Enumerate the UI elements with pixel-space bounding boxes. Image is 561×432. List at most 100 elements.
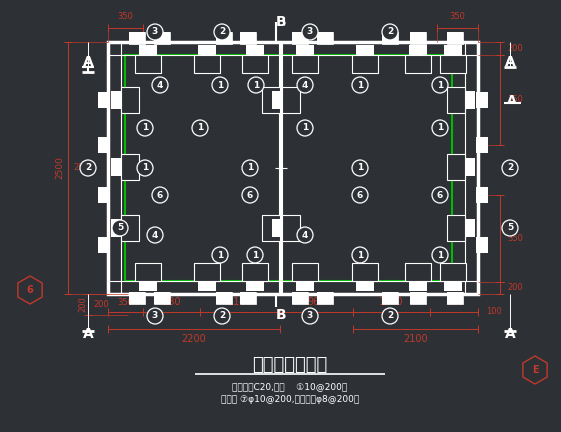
Text: A: A <box>82 55 93 69</box>
Circle shape <box>382 24 398 40</box>
Text: 4: 4 <box>157 80 163 89</box>
Circle shape <box>352 160 368 176</box>
Bar <box>262 215 280 241</box>
Text: 200: 200 <box>79 297 88 312</box>
Bar <box>129 32 145 44</box>
Text: A: A <box>505 327 516 341</box>
Bar <box>317 292 333 304</box>
Text: 1: 1 <box>357 80 363 89</box>
Bar <box>111 91 121 109</box>
Text: 580: 580 <box>445 297 463 307</box>
Bar <box>292 292 308 304</box>
Text: 6: 6 <box>26 285 33 295</box>
Bar <box>409 281 427 291</box>
Text: 5: 5 <box>117 223 123 232</box>
Text: 2: 2 <box>219 28 225 36</box>
Circle shape <box>152 77 168 93</box>
Text: 1: 1 <box>437 251 443 260</box>
Circle shape <box>297 227 313 243</box>
Bar <box>292 263 318 281</box>
Text: 梯井基础平面图: 梯井基础平面图 <box>252 356 328 374</box>
Text: 2100: 2100 <box>403 334 428 344</box>
Bar <box>139 45 157 55</box>
Text: 350: 350 <box>449 12 466 21</box>
Bar <box>292 55 318 73</box>
Bar <box>405 55 431 73</box>
Bar <box>98 137 110 153</box>
Bar <box>129 292 145 304</box>
Bar <box>447 87 465 113</box>
Bar <box>272 219 282 237</box>
Bar <box>409 45 427 55</box>
Bar <box>111 219 121 237</box>
Circle shape <box>212 77 228 93</box>
Bar <box>465 158 475 176</box>
Bar <box>465 91 475 109</box>
Text: 350: 350 <box>507 95 523 105</box>
Circle shape <box>137 120 153 136</box>
Circle shape <box>302 308 318 324</box>
Bar <box>296 281 314 291</box>
Bar <box>216 292 232 304</box>
Text: 4: 4 <box>152 231 158 239</box>
Circle shape <box>352 77 368 93</box>
Bar <box>447 154 465 180</box>
Circle shape <box>147 24 163 40</box>
Bar <box>296 45 314 55</box>
Text: 2: 2 <box>85 163 91 172</box>
Bar <box>129 32 145 44</box>
Bar <box>98 237 110 253</box>
Bar <box>292 32 308 44</box>
Bar <box>382 32 398 44</box>
Text: 2: 2 <box>219 311 225 321</box>
Bar <box>216 32 232 44</box>
Text: B: B <box>275 15 286 29</box>
Circle shape <box>502 220 518 236</box>
Bar <box>382 292 398 304</box>
Polygon shape <box>18 276 42 304</box>
Circle shape <box>147 308 163 324</box>
Text: 580: 580 <box>162 297 181 307</box>
Text: E: E <box>532 365 539 375</box>
Text: A: A <box>82 327 93 341</box>
Text: 960: 960 <box>307 297 326 307</box>
Bar <box>444 281 462 291</box>
Bar <box>465 219 475 237</box>
Bar <box>440 263 466 281</box>
Text: 200: 200 <box>93 300 109 309</box>
Bar <box>154 32 170 44</box>
Bar <box>240 32 256 44</box>
Bar <box>198 281 216 291</box>
Circle shape <box>297 77 313 93</box>
Text: 1: 1 <box>437 124 443 133</box>
Circle shape <box>152 187 168 203</box>
Circle shape <box>432 77 448 93</box>
Text: 2: 2 <box>387 311 393 321</box>
Bar <box>154 292 170 304</box>
Bar <box>246 45 264 55</box>
Text: B: B <box>275 308 286 322</box>
Bar <box>135 55 161 73</box>
Text: 1: 1 <box>142 124 148 133</box>
Bar <box>352 263 378 281</box>
Text: （竖筋 ⑦φ10@200,其它配筋φ8@200）: （竖筋 ⑦φ10@200,其它配筋φ8@200） <box>221 396 359 404</box>
Circle shape <box>352 247 368 263</box>
Text: 2: 2 <box>387 28 393 36</box>
Circle shape <box>297 120 313 136</box>
Text: 350: 350 <box>507 234 523 243</box>
Bar <box>98 187 110 203</box>
Circle shape <box>214 308 230 324</box>
Bar <box>135 263 161 281</box>
Bar <box>216 292 232 304</box>
Text: 4: 4 <box>302 231 308 239</box>
Bar <box>292 292 308 304</box>
Bar <box>440 55 466 73</box>
Bar <box>410 292 426 304</box>
Bar <box>447 32 463 44</box>
Circle shape <box>242 160 258 176</box>
Text: 1: 1 <box>217 251 223 260</box>
Bar <box>447 215 465 241</box>
Bar <box>356 45 374 55</box>
Circle shape <box>147 227 163 243</box>
Text: A: A <box>505 55 516 69</box>
